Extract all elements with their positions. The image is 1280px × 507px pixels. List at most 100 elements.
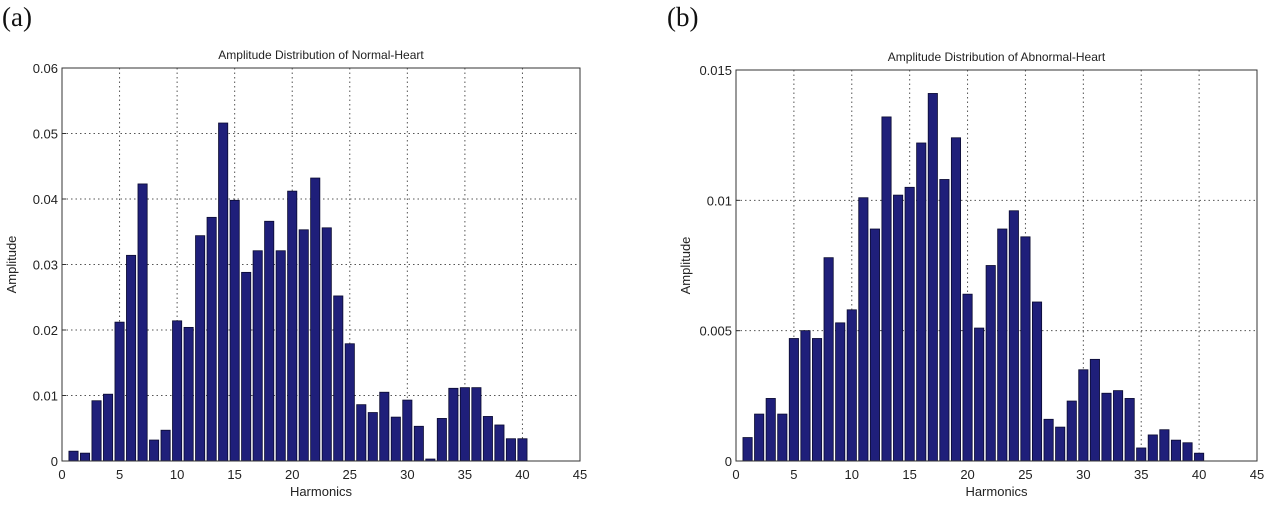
bar — [218, 122, 229, 462]
y-tick-label: 0.06 — [33, 61, 58, 76]
bar — [436, 418, 447, 462]
bar — [241, 271, 252, 462]
bar — [103, 393, 114, 462]
bar — [1194, 452, 1205, 462]
bar — [788, 338, 799, 462]
chart-normal: 0 5 10 15 20 25 30 35 40 45 0 0.01 0.02 0.03 0.04 0.05 0… — [4, 48, 587, 499]
bar — [777, 413, 788, 462]
x-tick-label: 5 — [790, 467, 797, 482]
x-tick-label: 40 — [515, 467, 529, 482]
bar — [835, 322, 846, 462]
bar — [310, 177, 321, 462]
bar — [68, 450, 79, 462]
bar — [1113, 390, 1124, 462]
bar — [160, 429, 171, 462]
bar — [80, 452, 91, 462]
bar — [904, 186, 915, 462]
plot-frame — [735, 69, 1258, 462]
bar — [356, 404, 367, 462]
bar — [333, 295, 344, 462]
x-tick-label: 30 — [400, 467, 414, 482]
plot-area — [736, 70, 1257, 461]
bar — [858, 197, 869, 462]
x-tick-label: 45 — [573, 467, 587, 482]
bar — [321, 227, 332, 462]
bar — [367, 412, 378, 462]
bar — [149, 439, 160, 462]
bar — [1089, 358, 1100, 462]
bar — [517, 438, 528, 462]
x-tick-label: 20 — [960, 467, 974, 482]
bar — [974, 327, 985, 462]
bar — [1147, 434, 1158, 462]
bar — [1124, 398, 1135, 462]
bar — [916, 142, 927, 462]
bar — [881, 116, 892, 462]
panel-label-a: (a) — [2, 2, 32, 32]
bar — [1159, 429, 1170, 462]
x-tick-label: 0 — [58, 467, 65, 482]
bar — [1136, 447, 1147, 462]
x-axis-label: Harmonics — [965, 484, 1028, 499]
bar — [950, 137, 962, 462]
chart-abnormal: 0 5 10 15 20 25 30 35 40 45 0 0.005 0.01 0.015 Amplitu… — [678, 50, 1264, 499]
chart-title: Amplitude Distribution of Normal-Heart — [218, 48, 424, 62]
bar — [494, 424, 505, 462]
plot-frame — [61, 67, 581, 462]
x-tick-label: 40 — [1192, 467, 1206, 482]
bar — [939, 179, 950, 462]
bar — [413, 425, 424, 462]
bar — [1031, 301, 1043, 462]
y-tick-label: 0.01 — [33, 389, 58, 404]
bar — [183, 326, 194, 462]
x-tick-label: 25 — [343, 467, 357, 482]
bar — [505, 438, 516, 462]
bar — [287, 190, 298, 462]
y-tick-label: 0.05 — [33, 127, 58, 142]
x-tick-label: 45 — [1250, 467, 1264, 482]
bar — [1182, 442, 1193, 462]
bar — [927, 93, 938, 462]
x-tick-label: 25 — [1018, 467, 1032, 482]
bar — [765, 398, 776, 462]
bar — [869, 228, 880, 462]
bar — [264, 220, 275, 462]
bar — [1066, 400, 1077, 462]
y-tick-label: 0.02 — [33, 323, 58, 338]
x-tick-label: 35 — [458, 467, 472, 482]
bar — [172, 320, 183, 462]
bar — [252, 250, 263, 462]
x-tick-label: 5 — [116, 467, 123, 482]
x-tick-label: 10 — [845, 467, 859, 482]
y-axis-label: Amplitude — [4, 236, 19, 294]
y-tick-label: 0 — [725, 454, 732, 469]
bar — [91, 400, 102, 462]
x-tick-label: 20 — [285, 467, 299, 482]
bar — [390, 416, 401, 462]
y-axis-label: Amplitude — [678, 237, 693, 295]
x-axis-label: Harmonics — [290, 484, 353, 499]
y-tick-label: 0.01 — [707, 193, 732, 208]
bar — [962, 293, 973, 462]
bar — [402, 399, 413, 462]
bar — [800, 330, 811, 462]
x-tick-label: 15 — [227, 467, 241, 482]
y-tick-label: 0.03 — [33, 258, 58, 273]
y-tick-label: 0.005 — [699, 324, 732, 339]
x-tick-label: 15 — [902, 467, 916, 482]
y-tick-label: 0 — [51, 454, 58, 469]
bar — [195, 235, 206, 462]
bar — [471, 387, 482, 462]
bar — [1101, 392, 1112, 462]
bar — [482, 416, 493, 462]
bar — [1008, 210, 1019, 462]
bar — [206, 216, 217, 462]
x-tick-label: 35 — [1134, 467, 1148, 482]
bar — [1043, 418, 1054, 462]
bar — [1020, 236, 1031, 462]
bar — [754, 413, 765, 462]
bar — [229, 199, 240, 462]
x-tick-label: 30 — [1076, 467, 1090, 482]
bar — [742, 437, 753, 462]
